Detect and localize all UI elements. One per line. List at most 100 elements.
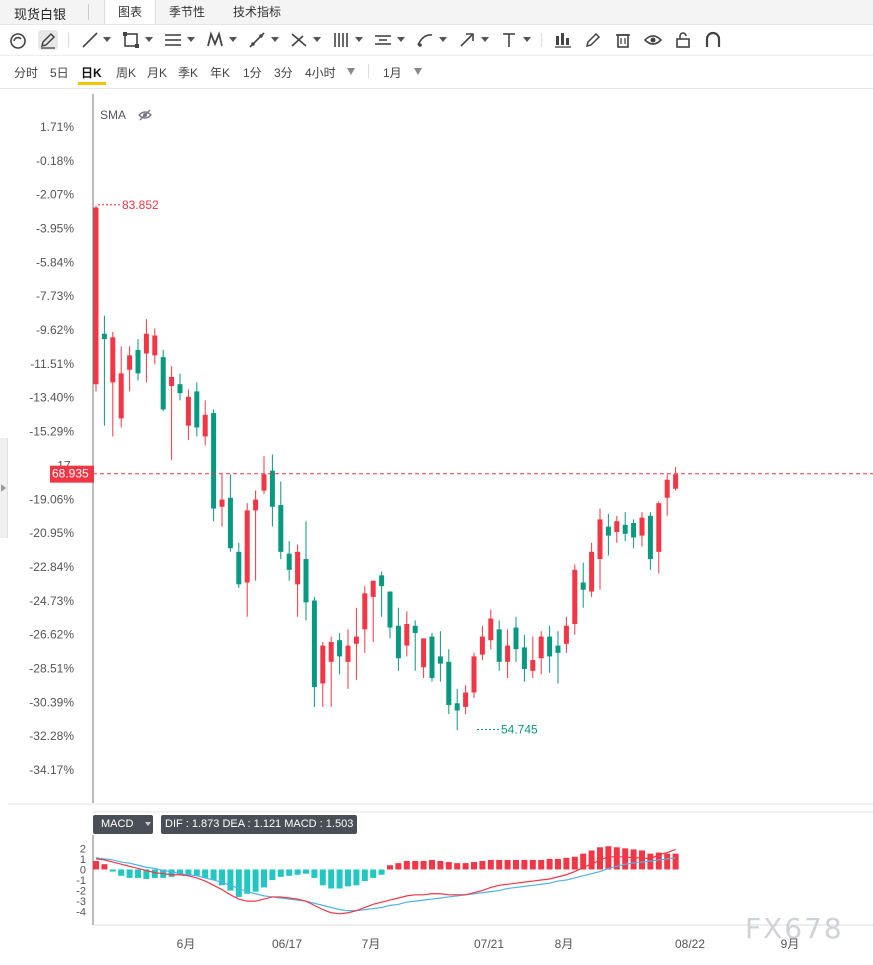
- fib-tool-icon[interactable]: [247, 30, 267, 50]
- pattern-icon[interactable]: [205, 30, 225, 50]
- macd-histogram-bar: [639, 850, 645, 870]
- y-axis-tick-label: -9.62%: [36, 323, 74, 337]
- candle-body: [673, 474, 679, 489]
- candles-icon[interactable]: [553, 30, 573, 50]
- macd-histogram-bar: [395, 863, 402, 870]
- range-selector[interactable]: 1月: [383, 66, 402, 80]
- candle-body: [622, 524, 628, 534]
- sma-indicator-label[interactable]: SMA: [100, 108, 127, 122]
- tab-seasonality[interactable]: 季节性: [168, 5, 205, 19]
- y-axis-tick-label: -26.62%: [29, 628, 74, 642]
- period-4hour[interactable]: 4小时: [305, 66, 336, 80]
- chevron-down-icon[interactable]: [103, 37, 111, 42]
- y-axis-tick-label: -7.73%: [36, 289, 74, 303]
- candle-body: [236, 551, 242, 585]
- high-price-label: 83.852: [122, 198, 159, 212]
- period-monthly[interactable]: 月K: [147, 66, 168, 80]
- candle-body: [479, 636, 485, 655]
- macd-histogram-bar: [420, 861, 427, 870]
- arrow-tool-icon[interactable]: [457, 30, 477, 50]
- ruler-tool-icon[interactable]: [373, 30, 393, 50]
- macd-histogram-bar: [269, 869, 276, 881]
- candle-body: [589, 551, 595, 592]
- candle-body: [345, 645, 351, 662]
- macd-histogram-bar: [319, 869, 326, 886]
- candle-body: [93, 207, 99, 385]
- period-intraday[interactable]: 分时: [14, 66, 39, 80]
- chevron-down-icon[interactable]: [271, 37, 279, 42]
- candle-body: [328, 641, 334, 662]
- chevron-down-icon[interactable]: [439, 37, 447, 42]
- expand-arrow-icon: [1, 484, 6, 492]
- candle-body: [118, 373, 124, 419]
- macd-y-tick-label: -4: [76, 907, 86, 919]
- period-1min[interactable]: 1分: [243, 66, 262, 80]
- chevron-down-icon[interactable]: [187, 37, 195, 42]
- macd-y-tick-label: 0: [80, 864, 86, 876]
- lock-icon[interactable]: [673, 30, 693, 50]
- side-panel-handle[interactable]: [0, 438, 8, 538]
- edit-icon[interactable]: [583, 30, 603, 50]
- bars-tool-icon[interactable]: [331, 30, 351, 50]
- candle-body: [412, 625, 418, 633]
- candle-body: [320, 645, 326, 684]
- macd-histogram-bar: [588, 850, 595, 870]
- candle-body: [656, 503, 662, 552]
- range-caret-icon[interactable]: [414, 68, 422, 75]
- candle-body: [303, 559, 309, 603]
- parallel-lines-icon[interactable]: [163, 30, 183, 50]
- rectangle-tool-icon[interactable]: [121, 30, 141, 50]
- chevron-down-icon[interactable]: [355, 37, 363, 42]
- chevron-down-icon[interactable]: [229, 37, 237, 42]
- chevron-down-icon[interactable]: [145, 37, 153, 42]
- tab-chart[interactable]: 图表: [104, 0, 156, 24]
- text-tool-icon[interactable]: [499, 30, 519, 50]
- eye-icon[interactable]: [643, 30, 663, 50]
- chevron-down-icon[interactable]: [523, 37, 531, 42]
- hidden-eye-icon[interactable]: [138, 109, 152, 121]
- period-3min[interactable]: 3分: [274, 66, 293, 80]
- period-yearly[interactable]: 年K: [210, 66, 231, 80]
- circle-tool-icon[interactable]: [8, 30, 28, 50]
- crossline-tool-icon[interactable]: [289, 30, 309, 50]
- chevron-down-icon[interactable]: [481, 37, 489, 42]
- candle-body: [538, 636, 544, 659]
- macd-histogram-bar: [118, 869, 125, 876]
- toolbar-divider: [541, 33, 542, 47]
- macd-indicator-select[interactable]: MACD: [93, 815, 153, 834]
- current-price-label: 68.935: [52, 467, 89, 481]
- macd-histogram-bar: [261, 869, 267, 888]
- tab-technical-indicators[interactable]: 技术指标: [232, 5, 281, 19]
- candle-body: [488, 618, 494, 641]
- candle-body: [211, 413, 217, 509]
- period-quarterly[interactable]: 季K: [178, 66, 199, 80]
- period-weekly[interactable]: 周K: [116, 66, 137, 80]
- candle-body: [227, 497, 233, 549]
- magnet-icon[interactable]: [703, 30, 723, 50]
- period-daily[interactable]: 日K: [81, 66, 102, 80]
- macd-histogram-bar: [294, 869, 301, 875]
- period-5day[interactable]: 5日: [50, 66, 69, 80]
- candle-body: [580, 582, 586, 590]
- macd-histogram-bar: [370, 869, 377, 878]
- macd-dea-line: [95, 857, 676, 912]
- macd-histogram-bar: [244, 869, 251, 894]
- candle-body: [463, 692, 469, 707]
- chevron-down-icon[interactable]: [313, 37, 321, 42]
- y-axis-tick-label: 1.71%: [40, 120, 74, 134]
- brush-tool-icon[interactable]: [415, 30, 435, 50]
- pen-tool-icon[interactable]: [38, 30, 58, 50]
- chevron-down-icon[interactable]: [397, 37, 405, 42]
- candle-body: [631, 523, 637, 538]
- macd-histogram-bar: [613, 847, 620, 870]
- period-more-caret-icon[interactable]: [347, 68, 355, 75]
- y-axis-tick-label: -28.51%: [29, 661, 74, 675]
- candle-body: [295, 551, 301, 585]
- line-tool-icon[interactable]: [80, 30, 100, 50]
- macd-histogram-bar: [471, 862, 477, 870]
- trash-icon[interactable]: [613, 30, 633, 50]
- candle-body: [194, 391, 200, 428]
- drawing-toolbar: [0, 25, 873, 56]
- instrument-title: 现货白银: [14, 7, 67, 22]
